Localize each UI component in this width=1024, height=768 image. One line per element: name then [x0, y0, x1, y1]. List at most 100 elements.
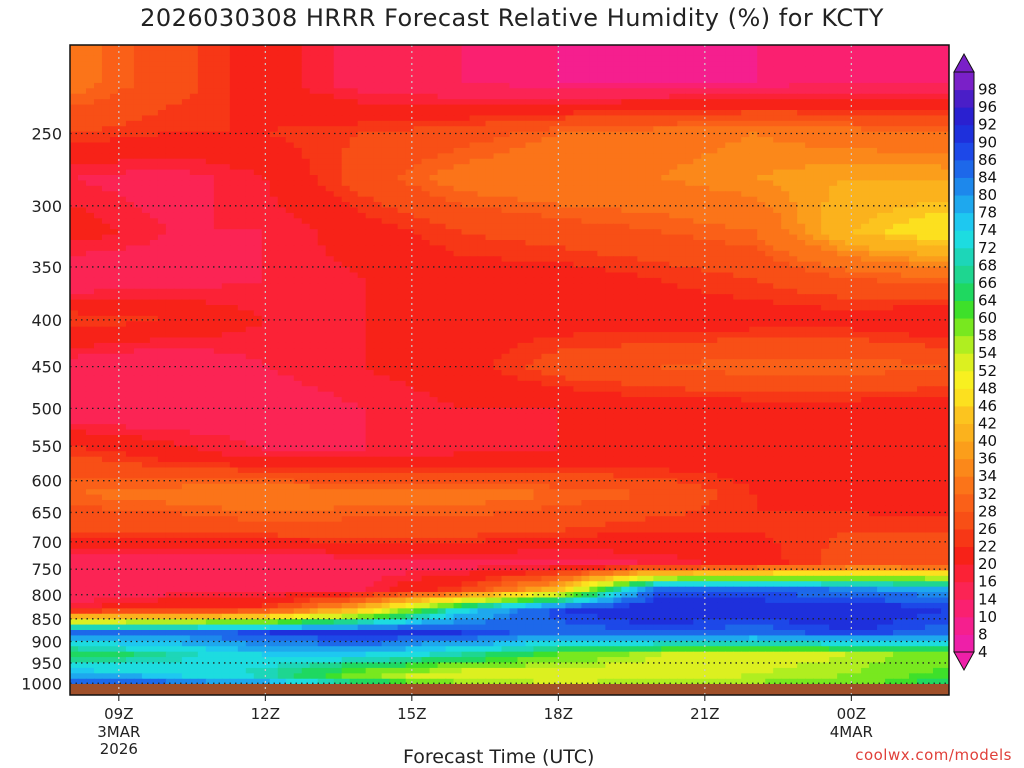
heatmap-cell [469, 212, 479, 219]
heatmap-cell [301, 153, 311, 160]
heatmap-cell [717, 147, 726, 154]
heatmap-cell [685, 137, 694, 144]
heatmap-cell [709, 191, 718, 198]
heatmap-cell [221, 169, 231, 176]
heatmap-cell [581, 82, 591, 89]
heatmap-cell [717, 120, 726, 127]
heatmap-cell [237, 180, 247, 187]
heatmap-cell [597, 104, 606, 111]
heatmap-cell [653, 212, 662, 219]
heatmap-cell [861, 256, 870, 263]
heatmap-cell [173, 153, 183, 160]
heatmap-cell [749, 261, 758, 268]
heatmap-cell [773, 120, 782, 127]
heatmap-cell [805, 153, 814, 160]
heatmap-cell [309, 261, 319, 268]
heatmap-cell [429, 234, 439, 241]
heatmap-cell [221, 288, 231, 295]
heatmap-cell [413, 212, 423, 219]
heatmap-cell [205, 104, 215, 111]
heatmap-cell [741, 169, 750, 176]
heatmap-cell [85, 99, 95, 106]
heatmap-cell [125, 256, 135, 263]
heatmap-cell [221, 185, 231, 192]
heatmap-cell [877, 120, 886, 127]
heatmap-cell [445, 115, 455, 122]
heatmap-cell [701, 169, 710, 176]
heatmap-cell [557, 147, 567, 154]
heatmap-cell [717, 283, 726, 290]
heatmap-cell [205, 50, 215, 57]
heatmap-cell [877, 207, 886, 214]
heatmap-cell [285, 88, 295, 95]
heatmap-cell [517, 110, 527, 117]
heatmap-cell [77, 185, 87, 192]
heatmap-cell [205, 234, 215, 241]
heatmap-cell [397, 82, 407, 89]
heatmap-cell [389, 77, 399, 84]
heatmap-cell [229, 110, 239, 117]
heatmap-cell [173, 82, 183, 89]
heatmap-cell [637, 261, 646, 268]
heatmap-cell [533, 126, 543, 133]
heatmap-cell [861, 240, 870, 247]
heatmap-cell [493, 212, 503, 219]
heatmap-cell [709, 164, 718, 171]
heatmap-cell [125, 142, 135, 149]
heatmap-cell [837, 93, 846, 100]
heatmap-cell [845, 164, 854, 171]
heatmap-cell [405, 104, 415, 111]
heatmap-cell [501, 104, 511, 111]
heatmap-cell [373, 99, 383, 106]
heatmap-cell [213, 267, 223, 274]
heatmap-cell [501, 110, 511, 117]
heatmap-cell [893, 45, 902, 52]
heatmap-cell [149, 175, 159, 182]
heatmap-cell [77, 99, 87, 106]
heatmap-cell [637, 229, 646, 236]
heatmap-cell [629, 158, 638, 165]
heatmap-cell [933, 229, 942, 236]
heatmap-cell [621, 164, 630, 171]
heatmap-cell [901, 175, 910, 182]
heatmap-cell [629, 229, 638, 236]
heatmap-cell [565, 234, 575, 241]
heatmap-cell [917, 196, 926, 203]
heatmap-cell [525, 137, 535, 144]
heatmap-cell [813, 175, 822, 182]
heatmap-cell [813, 202, 822, 209]
heatmap-cell [109, 61, 119, 68]
heatmap-cell [221, 272, 231, 279]
heatmap-cell [941, 93, 949, 100]
heatmap-cell [653, 72, 662, 79]
heatmap-cell [357, 196, 367, 203]
heatmap-cell [365, 191, 375, 198]
heatmap-cell [309, 250, 319, 257]
heatmap-cell [645, 72, 654, 79]
heatmap-cell [221, 153, 231, 160]
heatmap-cell [349, 283, 359, 290]
heatmap-cell [813, 164, 822, 171]
heatmap-cell [845, 267, 854, 274]
heatmap-cell [941, 115, 949, 122]
heatmap-cell [85, 142, 95, 149]
heatmap-cell [541, 229, 551, 236]
heatmap-cell [373, 180, 383, 187]
heatmap-cell [173, 50, 183, 57]
heatmap-cell [453, 137, 463, 144]
heatmap-cell [93, 147, 103, 154]
heatmap-cell [109, 120, 119, 127]
heatmap-cell [285, 240, 295, 247]
heatmap-cell [77, 137, 87, 144]
heatmap-cell [637, 66, 646, 73]
heatmap-cell [157, 99, 167, 106]
heatmap-cell [557, 229, 567, 236]
heatmap-cell [629, 45, 638, 52]
heatmap-cell [261, 120, 271, 127]
heatmap-cell [237, 110, 247, 117]
heatmap-cell [845, 250, 854, 257]
heatmap-cell [909, 77, 918, 84]
heatmap-cell [293, 153, 303, 160]
heatmap-cell [549, 245, 559, 252]
heatmap-cell [637, 234, 646, 241]
